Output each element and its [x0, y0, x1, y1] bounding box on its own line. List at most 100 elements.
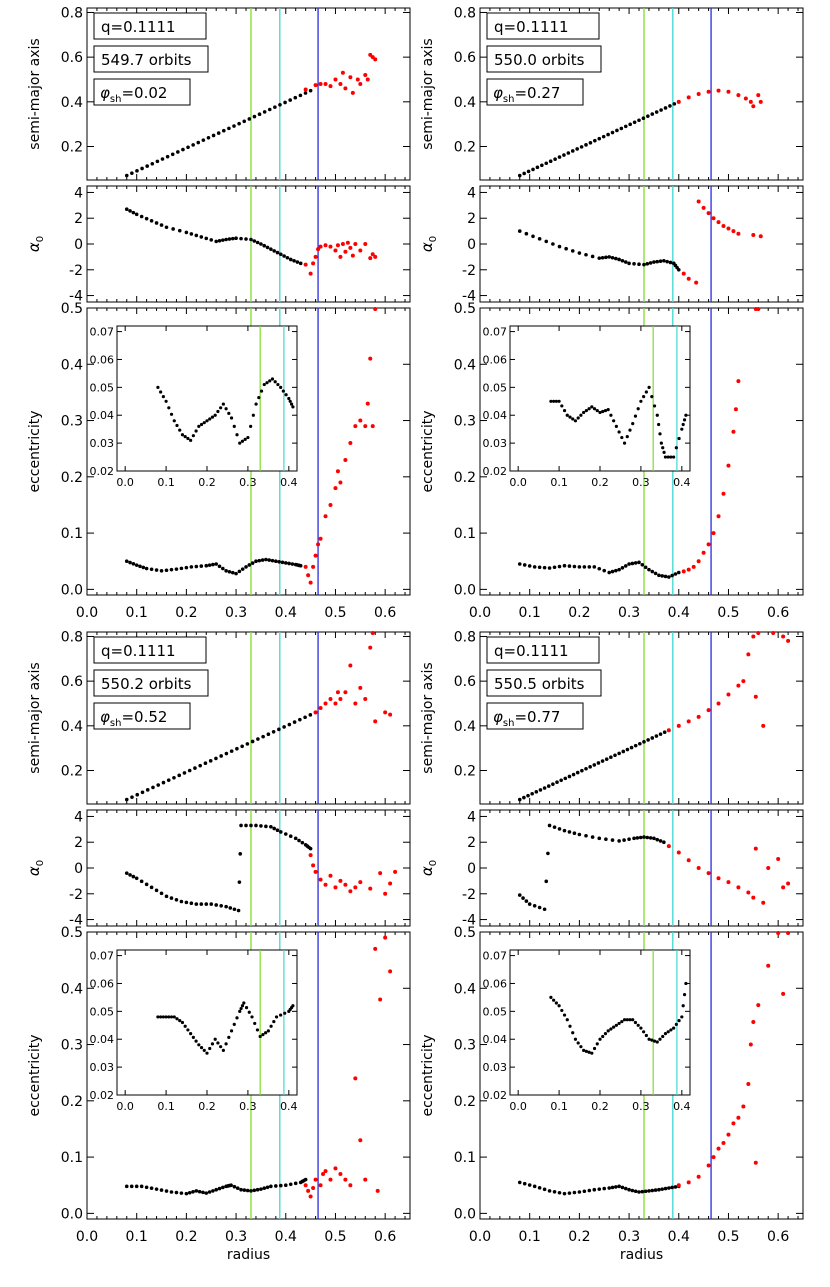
alpha-panel-point-bound — [269, 247, 273, 251]
e-panel-point-unbound — [368, 356, 373, 361]
a-panel-point-bound — [256, 737, 260, 741]
alpha-panel-point-bound — [610, 255, 615, 260]
inset-point — [189, 1032, 193, 1036]
e-panel-point-bound — [159, 569, 164, 573]
alpha-panel-point-unbound — [751, 895, 756, 900]
inset-xtick-label: 0.2 — [591, 1100, 609, 1113]
a-panel-point-bound — [593, 138, 597, 143]
alpha-panel-point-bound — [194, 233, 199, 238]
inset-point — [213, 413, 217, 417]
a-panel-point-bound — [637, 118, 641, 123]
a-panel-ytick-label: 0.4 — [61, 719, 83, 735]
alpha-panel-point-bound — [219, 904, 223, 908]
a-panel-point-bound — [124, 797, 129, 802]
a-panel-point-unbound — [363, 697, 368, 702]
a-panel-ytick-label: 0.2 — [61, 139, 83, 155]
inset-point — [603, 408, 608, 413]
alpha-panel-point-bound — [662, 840, 666, 845]
a-panel-point-bound — [170, 152, 175, 157]
alpha-panel-point-unbound — [370, 252, 375, 257]
e-panel-ytick-label: 0.2 — [61, 1094, 83, 1110]
a-panel-point-bound — [293, 95, 298, 100]
a-panel-point-bound — [266, 732, 271, 736]
alpha-panel-point-bound — [265, 245, 270, 250]
inset-point — [620, 435, 624, 440]
e-panel-point-unbound — [781, 991, 786, 996]
inset-point — [666, 1030, 670, 1034]
inset-point — [639, 399, 643, 403]
e-panel-point-bound — [169, 567, 174, 572]
e-panel-point-unbound — [706, 542, 711, 547]
a-panel-point-bound — [531, 167, 535, 172]
panel-group-4: 0.2 0.4 0.6 0.8 q=0.1111 550.5 orbits φsh=0.77… — [418, 629, 804, 1263]
a-panel-point-unbound — [686, 95, 691, 100]
e-panel-point-unbound — [736, 379, 741, 384]
inset-point — [235, 433, 239, 437]
inset-point — [183, 1024, 187, 1028]
inset-point — [650, 1038, 654, 1042]
alpha-panel-point-bound — [622, 838, 626, 842]
alpha-panel-ytick-label: -4 — [462, 289, 476, 305]
alpha-panel-point-unbound — [358, 248, 363, 253]
a-panel-ytick-label: 0.6 — [61, 50, 83, 66]
e-panel-point-bound — [249, 1189, 253, 1193]
e-panel-point-bound — [280, 560, 285, 565]
e-panel-point-bound — [663, 574, 668, 579]
alpha-panel-point-bound — [131, 210, 136, 215]
inset-point — [666, 455, 670, 459]
xtick-label: 0.1 — [519, 1229, 541, 1245]
a-panel-point-unbound — [696, 92, 701, 96]
a-panel-point-bound — [160, 157, 165, 161]
a-panel-point-bound — [216, 131, 221, 135]
a-panel-point-bound — [203, 761, 208, 766]
e-panel-point-bound — [239, 1187, 243, 1192]
a-panel-point-bound — [206, 136, 211, 140]
a-panel-point-unbound — [370, 631, 375, 635]
inset-point — [291, 1004, 295, 1008]
e-panel-ytick-label: 0.2 — [61, 470, 83, 486]
e-panel-point-bound — [274, 1184, 278, 1188]
alpha-panel-point-bound — [658, 259, 663, 263]
e-panel-point-bound — [527, 1183, 532, 1187]
inset-point — [159, 1015, 163, 1019]
a-panel-point-unbound — [388, 712, 393, 717]
inset-point — [571, 1031, 575, 1035]
e-panel-point-bound — [557, 564, 562, 569]
inset-point — [202, 421, 206, 425]
e-panel-point-bound — [141, 565, 146, 570]
alpha-panel-point-bound — [537, 237, 542, 241]
a-panel-point-bound — [303, 91, 308, 95]
ylabel-alpha: α0 — [25, 236, 46, 252]
inset-point — [609, 413, 613, 417]
alpha-panel-point-bound — [531, 234, 535, 239]
a-panel-point-unbound — [318, 705, 323, 710]
inset-point — [647, 1037, 651, 1041]
inset-point — [642, 395, 646, 399]
a-panel-point-unbound — [696, 714, 701, 719]
xtick-label: 0.5 — [717, 605, 739, 621]
alpha-panel-point-bound — [572, 831, 577, 835]
inset-point — [232, 424, 236, 428]
inset-point — [595, 408, 599, 413]
inset-point — [197, 1043, 201, 1047]
a-panel-point-bound — [181, 147, 185, 152]
e-panel-point-bound — [617, 567, 621, 572]
alpha-panel-point-bound — [567, 830, 572, 834]
xtick-label: 0.2 — [568, 1229, 590, 1245]
alpha-panel-point-bound — [308, 846, 313, 851]
alpha-panel-point-bound — [149, 885, 154, 890]
a-panel-point-bound — [663, 106, 668, 110]
e-panel-point-bound — [131, 562, 136, 566]
inset-point — [598, 1037, 602, 1041]
e-panel-point-unbound — [348, 441, 353, 446]
inset-point — [186, 1028, 190, 1032]
alpha-panel-point-bound — [551, 242, 555, 246]
inset-ytick-label: 0.04 — [90, 409, 115, 422]
phi-label: φsh=0.27 — [493, 84, 560, 105]
alpha-panel-point-bound — [169, 896, 174, 900]
inset-point — [253, 1021, 257, 1026]
alpha-panel-point-unbound — [781, 885, 786, 890]
e-panel-point-bound — [174, 567, 179, 571]
a-panel-point-bound — [588, 765, 592, 769]
alpha-panel-point-bound — [288, 834, 293, 839]
